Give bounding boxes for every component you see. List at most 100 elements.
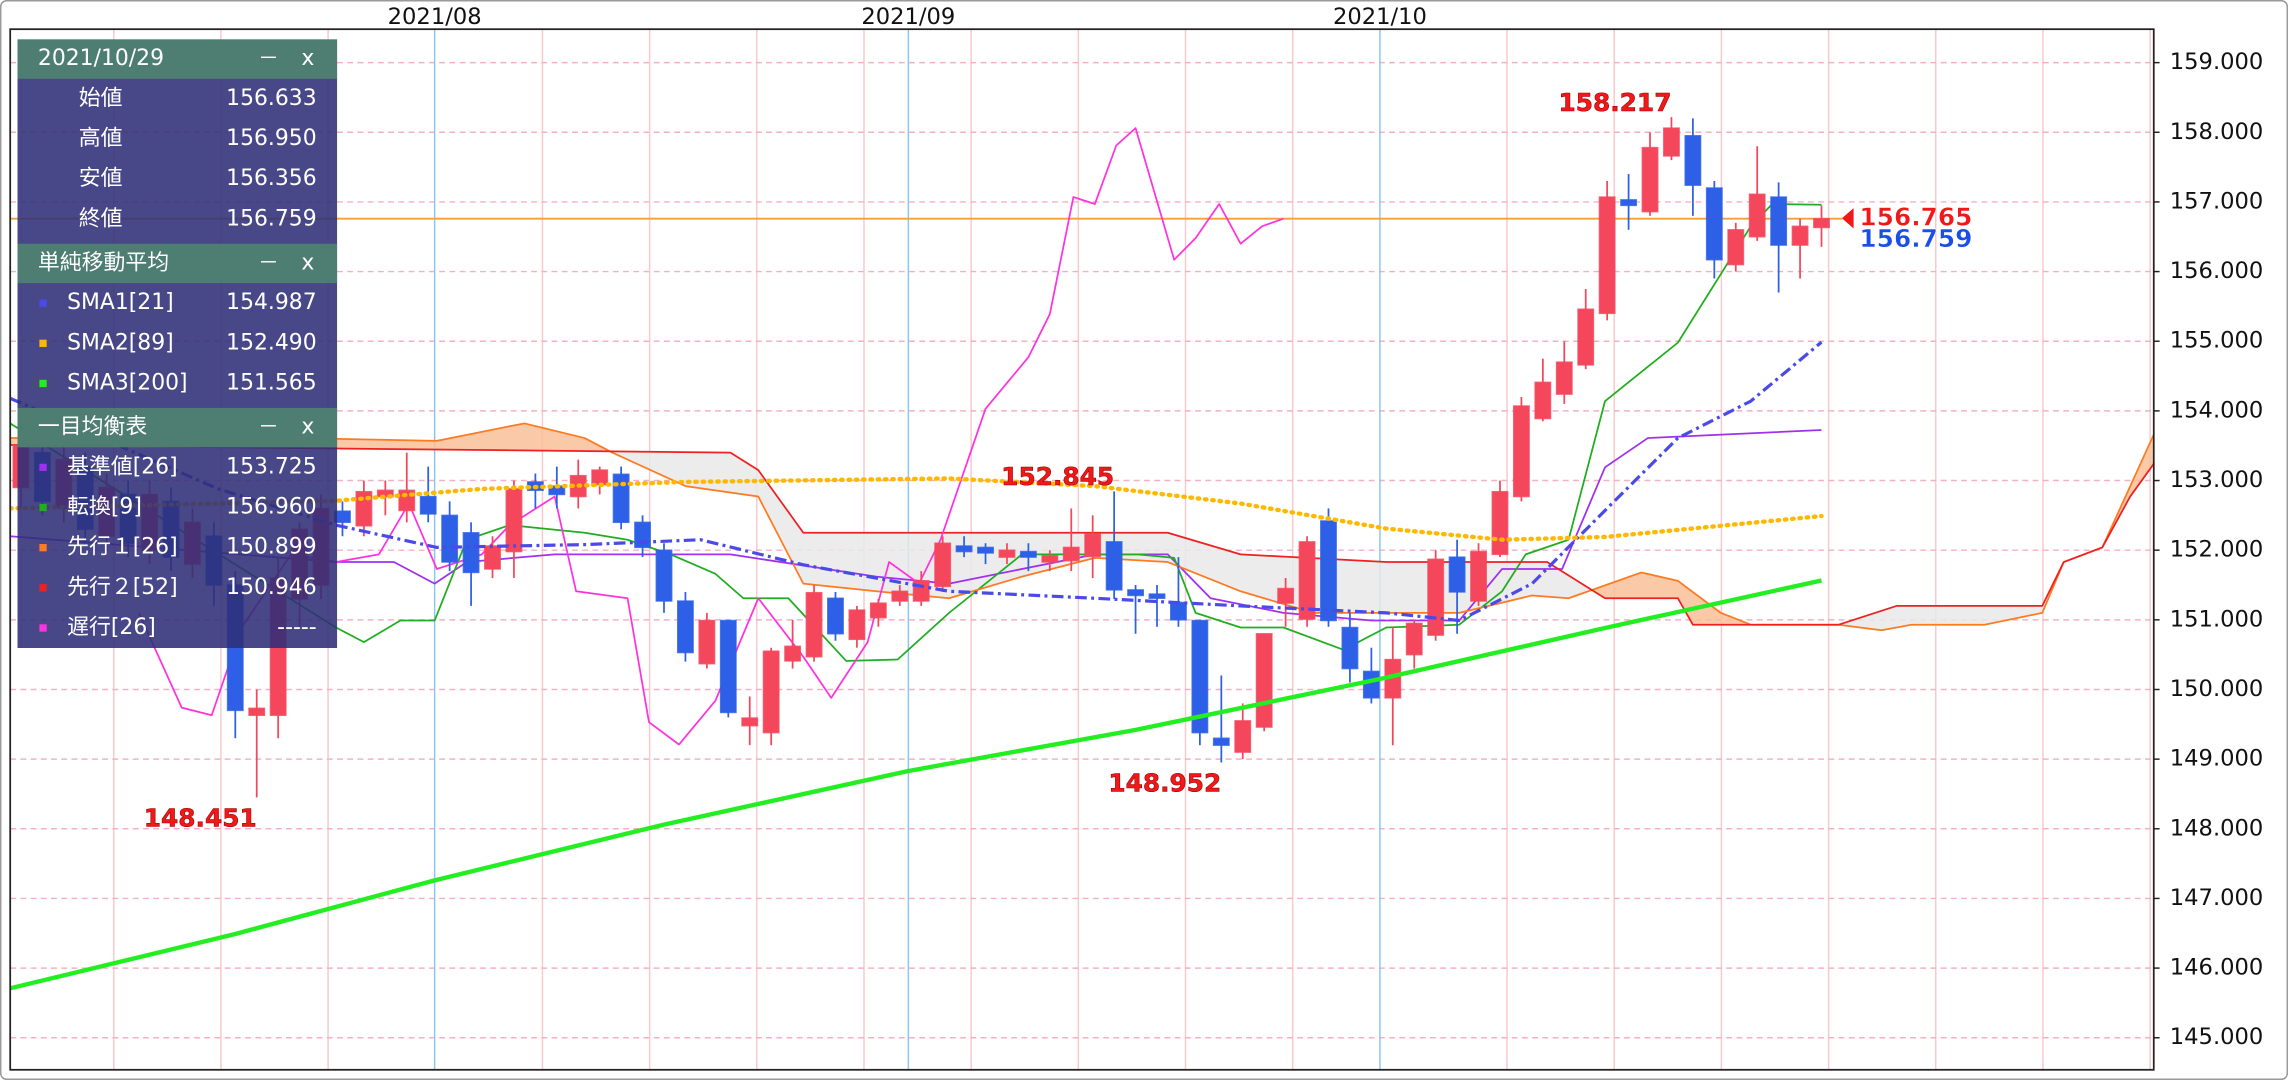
legend-swatch [39,463,47,472]
ohlc-value: 156.633 [226,86,316,111]
legend-label: SMA1[21] [67,290,174,315]
legend-label: 遅行[26] [67,615,156,640]
axes: 145.000 146.000 147.000 148.000 149.000 150.0… [143,4,2263,1050]
candle-body [462,532,480,574]
candle-body [891,590,909,602]
candle-body [1041,555,1059,563]
panel-header [17,407,338,448]
panel-background [17,39,338,649]
candle-body [1019,550,1037,558]
legend-value: 152.490 [226,330,316,355]
candle-body [1191,619,1209,734]
legend-swatch [39,584,47,592]
candle-body [1105,541,1123,591]
candle-body [1813,217,1830,229]
y-tick-label: 147.000 [2170,885,2263,911]
legend-label: 先行１[26] [67,535,178,560]
legend-swatch [39,624,47,632]
legend-value: 154.987 [226,290,316,315]
y-tick-label: 145.000 [2170,1024,2263,1050]
minimize-button[interactable]: － [258,250,278,274]
candle-body [998,549,1016,558]
y-tick-label: 158.000 [2170,119,2263,145]
candle-body [1748,193,1766,238]
candle-body [1405,622,1423,656]
candle-body [591,469,609,486]
candle-body [1641,146,1659,213]
candle-body [1598,196,1616,315]
y-tick-label: 149.000 [2170,746,2263,772]
price-annotation: 148.451 [144,803,257,832]
candle-body [1491,490,1509,556]
ohlc-value: 156.759 [226,206,316,231]
minimize-button[interactable]: － [258,415,278,439]
y-tick-label: 150.000 [2170,676,2263,702]
minimize-button[interactable]: － [258,46,278,70]
legend-value: 150.899 [226,535,316,560]
ohlc-label: 高値 [79,126,123,151]
indicator-line [10,476,1824,542]
x-tick-label: 2021/10 [1333,4,1427,30]
candle-body [869,602,887,619]
price-tag: 156.765 [1859,202,1972,231]
panel-header [17,39,338,79]
close-button[interactable]: x [301,46,314,71]
y-tick-label: 148.000 [2170,815,2263,841]
candle-body [848,609,866,641]
legend-swatch [39,544,47,552]
legend-value: 151.565 [226,370,316,395]
candle-body [1362,670,1380,699]
candle-body [1255,633,1273,728]
candle-body [1084,533,1102,558]
candle-body [1705,187,1723,261]
indicator-line [10,578,1822,991]
candle-body [1169,601,1187,621]
candle-body [419,495,437,515]
candle-body [1148,593,1166,599]
candle-body [1555,361,1573,395]
candle-body [1212,737,1230,746]
indicator-line [138,127,1284,746]
candle-body [505,488,523,553]
legend-value: 156.960 [226,495,316,520]
candle-body [1770,196,1788,246]
price-annotation: 158.217 [1559,88,1672,117]
candle-body [1512,405,1530,498]
price-annotation: 152.845 [1001,462,1114,491]
legend-swatch [39,503,47,512]
price-tag-marker [1841,208,1854,229]
candle-body [1234,720,1252,753]
candle-body [1470,550,1487,602]
y-tick-label: 154.000 [2170,397,2263,423]
legend-label: 基準値[26] [67,454,178,479]
y-tick-label: 153.000 [2170,467,2263,493]
candle-body [676,600,694,654]
panel-title: 単純移動平均 [38,250,169,275]
y-tick-label: 156.000 [2170,258,2263,284]
legend-swatch [39,299,47,307]
candle-body [1663,127,1680,157]
candle-body [1127,589,1145,597]
candle-body [1791,225,1809,246]
info-panel: 2021/10/29 － x 始値 156.633 高値 156.950 安値 156.356 終… [17,39,338,649]
candle-body [827,597,844,635]
legend-value: 150.946 [226,575,316,600]
candle-body [1684,135,1702,186]
candle-body [1277,587,1295,604]
candle-body [1620,199,1638,207]
y-tick-label: 159.000 [2170,49,2263,75]
candle-body [1341,626,1359,670]
candle-body [1427,558,1445,636]
candle-body [762,650,780,734]
candle-body [1448,556,1466,593]
candle-body [977,546,994,554]
close-button[interactable]: x [301,415,314,440]
y-tick-label: 152.000 [2170,537,2263,563]
candle-body [698,619,716,665]
ohlc-label: 終値 [79,206,123,231]
x-tick-label: 2021/09 [861,4,955,30]
close-button[interactable]: x [301,250,314,275]
price-tag: 156.759 [1859,224,1972,253]
